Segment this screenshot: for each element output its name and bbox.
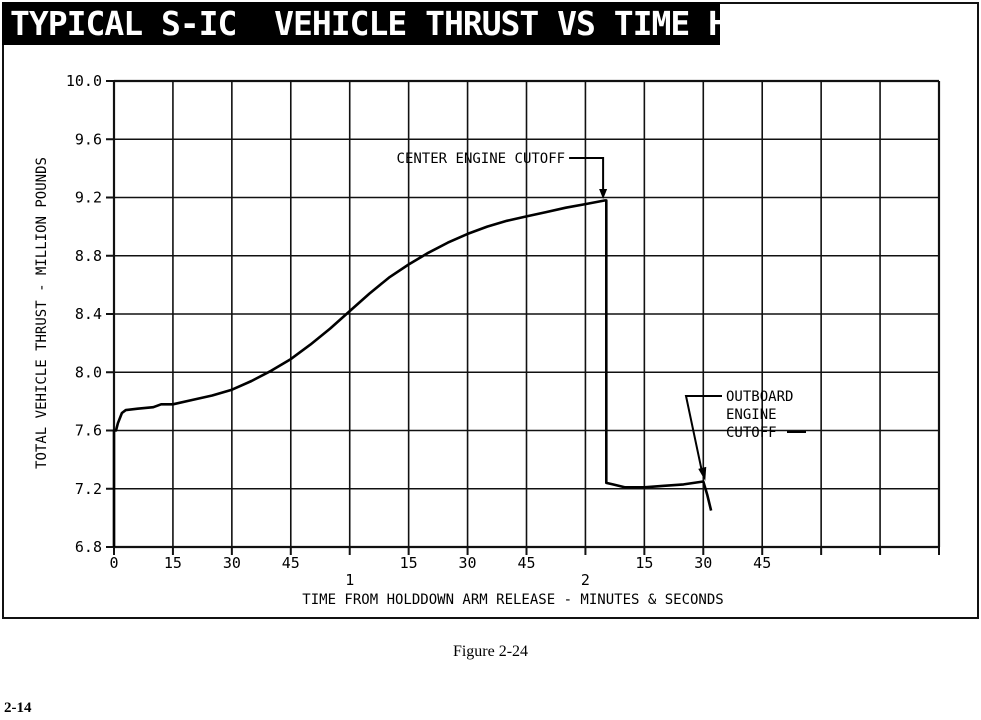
x-tick-label: 0: [109, 554, 118, 572]
grid: [112, 79, 941, 549]
x-minute-label: 1: [345, 571, 354, 589]
y-tick-label: 9.6: [75, 130, 102, 148]
y-tick-label: 10.0: [66, 72, 102, 90]
page-number: 2-14: [4, 700, 32, 716]
y-tick-label: 9.2: [75, 189, 102, 207]
x-tick-label: 45: [517, 554, 535, 572]
y-tick-label: 8.4: [75, 305, 102, 323]
thrust-line: [112, 199, 713, 547]
y-tick-label: 8.8: [75, 247, 102, 265]
outboard-cutoff-label: CUTOFF: [726, 425, 777, 441]
y-tick-labels: 6.8 7.2 7.6 8.0 8.4 8.8 9.2 9.6 10.0: [66, 72, 102, 556]
x-tick-label: 30: [459, 554, 477, 572]
x-tick-labels: 0 15 30 45 1 15 30 45 2 15 30 45: [109, 554, 771, 589]
axes: [106, 80, 940, 555]
center-cutoff-label: CENTER ENGINE CUTOFF: [397, 151, 566, 167]
y-tick-label: 8.0: [75, 363, 102, 381]
x-tick-label: 45: [282, 554, 300, 572]
x-minute-label: 2: [581, 571, 590, 589]
x-tick-label: 15: [164, 554, 182, 572]
y-tick-label: 6.8: [75, 538, 102, 556]
y-tick-label: 7.6: [75, 422, 102, 440]
center-cutoff-arrow: [599, 188, 608, 199]
outboard-cutoff-label: OUTBOARD: [726, 389, 793, 405]
x-tick-label: 15: [400, 554, 418, 572]
outboard-cutoff-label: ENGINE: [726, 407, 777, 423]
outboard-cutoff-arrow: [698, 466, 707, 481]
x-tick-label: 45: [753, 554, 771, 572]
x-tick-label: 15: [635, 554, 653, 572]
series: [112, 199, 713, 547]
x-axis-label: TIME FROM HOLDDOWN ARM RELEASE - MINUTES…: [302, 592, 723, 608]
y-axis-label: TOTAL VEHICLE THRUST - MILLION POUNDS: [34, 157, 50, 469]
outboard-cutoff-leader: [684, 395, 722, 474]
x-tick-label: 30: [223, 554, 241, 572]
center-cutoff-leader: [569, 157, 605, 191]
y-tick-label: 7.2: [75, 480, 102, 498]
annotations: CENTER ENGINE CUTOFF OUTBOARD ENGINE CUTOFF: [397, 151, 806, 481]
figure-caption: Figure 2-24: [452, 643, 529, 660]
x-tick-label: 30: [694, 554, 712, 572]
